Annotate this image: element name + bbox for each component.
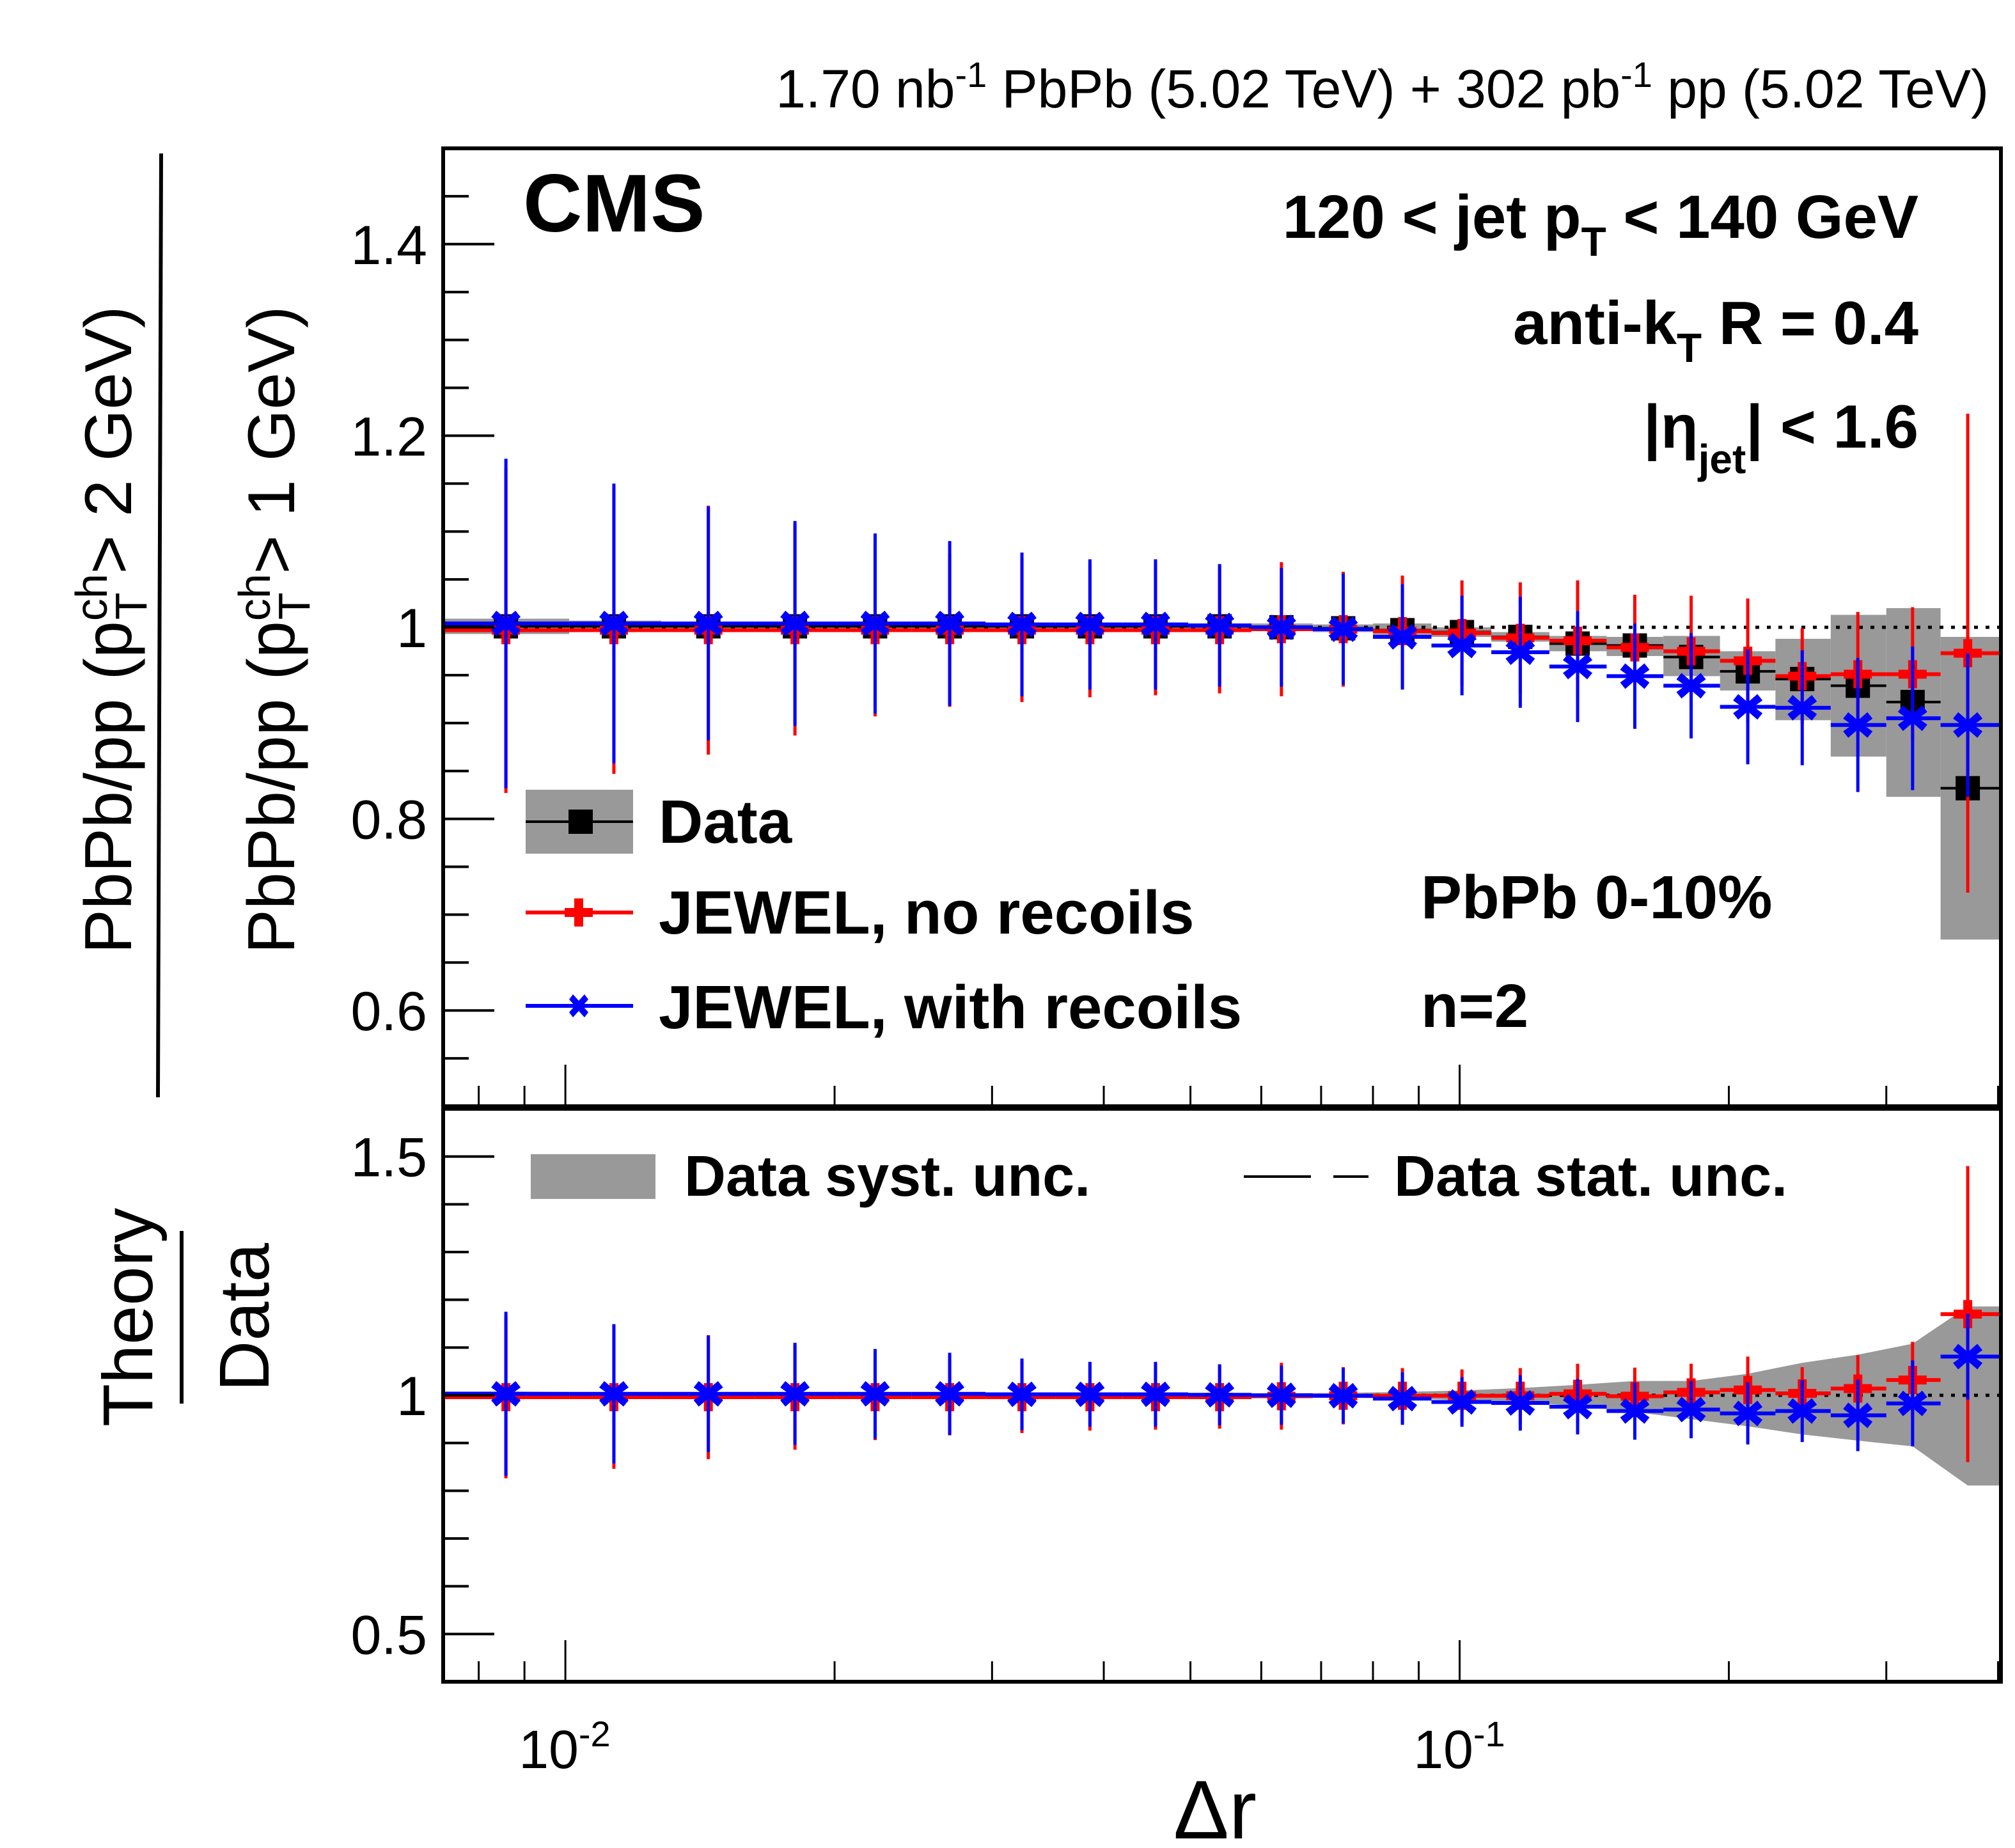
lumi-label: 1.70 nb-1 PbPb (5.02 TeV) + 302 pb-1 pp … [776, 54, 1989, 119]
svg-text:Theory: Theory [89, 1208, 168, 1427]
upper-frame [441, 146, 2003, 1108]
jewel-with-recoil-marker [1328, 616, 1358, 642]
jewel-with-recoil-marker [1620, 663, 1650, 689]
jewel-with-recoil-marker [1953, 1343, 1983, 1370]
upper-ylabel-fraction-bar [156, 153, 163, 1098]
jewel-with-recoil-marker [1140, 1381, 1170, 1407]
legend-item-with-recoils: JEWEL, with recoils [526, 973, 1242, 1042]
jewel-with-recoil-marker [1505, 1390, 1535, 1416]
jewel-with-recoil-marker [693, 1381, 723, 1407]
jewel-with-recoil-marker [1447, 632, 1477, 659]
jewel-with-recoil-marker [1787, 1398, 1817, 1424]
jewel-with-recoil-marker [1897, 1390, 1927, 1416]
jewel-with-recoil-marker [1676, 673, 1706, 699]
upper-legend: Data JEWEL, no recoils JEWEL, with recoi… [526, 788, 1242, 1042]
svg-text:PbPb/pp (pchT > 1 GeV): PbPb/pp (pchT > 1 GeV) [230, 306, 319, 953]
jewel-with-recoil-marker [1563, 1393, 1593, 1420]
jewel-with-recoil-marker [1733, 1400, 1763, 1427]
legend-label-stat: Data stat. unc. [1394, 1145, 1787, 1209]
jewel-with-recoil-marker [860, 611, 890, 637]
x-axis-title: Δr [1173, 1763, 1257, 1848]
lower-series [443, 1166, 2001, 1478]
upper-ylabel-numerator: PbPb/pp (pchT > 2 GeV) [67, 306, 156, 953]
legend-syst-band-swatch [531, 1154, 655, 1199]
jewel-with-recoil-marker [1676, 1397, 1706, 1423]
jewel-with-recoil-marker [491, 611, 521, 637]
antikt-label: anti-kT R = 0.4 [1513, 289, 1918, 371]
lower-axes: 0.5 1 1.5 [350, 1127, 1999, 1682]
jewel-with-recoil-marker [1266, 615, 1296, 640]
xtick-label-1e-2: 10-2 [519, 1714, 610, 1780]
jewel-with-recoil-marker [1388, 1386, 1418, 1412]
upper-series [443, 413, 2001, 893]
svg-text:PbPb/pp (pchT > 2 GeV): PbPb/pp (pchT > 2 GeV) [67, 306, 156, 953]
upper-axes: 0.6 0.8 1 1.2 1.4 [350, 194, 1999, 1106]
centrality-label: PbPb 0-10% [1421, 863, 1773, 932]
cms-label: CMS [523, 158, 705, 249]
lower-legend: Data syst. unc. Data stat. unc. [531, 1145, 1787, 1209]
svg-text:Data: Data [205, 1242, 284, 1391]
y-tick-label: 1.5 [350, 1127, 427, 1189]
jewel-with-recoil-marker [1897, 705, 1927, 732]
jewel-with-recoil-marker [1205, 1382, 1235, 1408]
y-tick-label: 1 [396, 598, 427, 659]
jewel-with-recoil-marker [1620, 1398, 1650, 1424]
jewel-with-recoil-marker [693, 611, 723, 637]
legend-item-no-recoils: JEWEL, no recoils [526, 879, 1195, 947]
legend-label-with-recoils: JEWEL, with recoils [659, 973, 1242, 1042]
jewel-with-recoil-marker [1505, 639, 1535, 665]
legend-item-data: Data [526, 788, 792, 856]
star-marker-icon [569, 994, 588, 1017]
xtick-label-1e-1: 10-1 [1413, 1714, 1505, 1780]
y-tick-label: 1 [396, 1366, 427, 1427]
jewel-with-recoil-marker [599, 1381, 629, 1407]
eta-label: |ηjet| < 1.6 [1643, 393, 1918, 482]
n-label: n=2 [1421, 972, 1528, 1040]
jewel-with-recoil-marker [1007, 611, 1037, 638]
jewel-with-recoil-marker [1563, 654, 1593, 680]
y-tick-label: 1.4 [350, 215, 427, 276]
jewel-with-recoil-marker [935, 611, 965, 637]
legend-label-syst: Data syst. unc. [684, 1145, 1090, 1209]
plus-marker-icon [565, 898, 593, 927]
square-marker-icon [568, 810, 593, 834]
upper-ylabel-denominator: PbPb/pp (pchT > 1 GeV) [230, 306, 319, 953]
lower-ylabel-numerator: Theory [89, 1208, 168, 1427]
jewel-with-recoil-marker [1953, 712, 1983, 738]
y-tick-label: 0.5 [350, 1604, 427, 1666]
y-tick-label: 0.8 [350, 790, 427, 851]
jewel-with-recoil-marker [1787, 694, 1817, 721]
y-tick-label: 0.6 [350, 981, 427, 1042]
jewel-with-recoil-marker [935, 1381, 965, 1407]
jewel-with-recoil-marker [1075, 1381, 1105, 1407]
jewel-with-recoil-marker [860, 1381, 890, 1407]
jewel-with-recoil-marker [1733, 694, 1763, 720]
jewel-with-recoil-marker [1843, 1402, 1873, 1429]
jewel-with-recoil-marker [1447, 1389, 1477, 1415]
jewel-with-recoil-marker [780, 611, 810, 637]
jewel-with-recoil-marker [1266, 1382, 1296, 1408]
legend-label-data: Data [659, 788, 792, 856]
jewel-with-recoil-marker [1843, 712, 1873, 738]
jewel-with-recoil-marker [1075, 611, 1105, 638]
lower-panel: 0.5 1 1.5 [350, 1127, 2001, 1682]
jewel-with-recoil-marker [1328, 1382, 1358, 1409]
lower-ylabel-denominator: Data [205, 1242, 284, 1391]
y-tick-label: 1.2 [350, 406, 427, 467]
jewel-with-recoil-marker [491, 1381, 521, 1407]
jewel-with-recoil-marker [599, 611, 629, 637]
legend-label-no-recoils: JEWEL, no recoils [659, 879, 1195, 947]
jewel-with-recoil-marker [1007, 1381, 1037, 1407]
jewel-with-recoil-marker [780, 1381, 810, 1407]
jewel-with-recoil-marker [1205, 613, 1235, 639]
jet-pt-label: 120 < jet pT < 140 GeV [1283, 183, 1918, 265]
lower-frame [441, 1107, 2003, 1684]
upper-panel: 0.6 0.8 1 1.2 1.4 [350, 194, 2001, 1106]
jewel-with-recoil-marker [1388, 623, 1418, 650]
jewel-with-recoil-marker [1140, 611, 1170, 638]
